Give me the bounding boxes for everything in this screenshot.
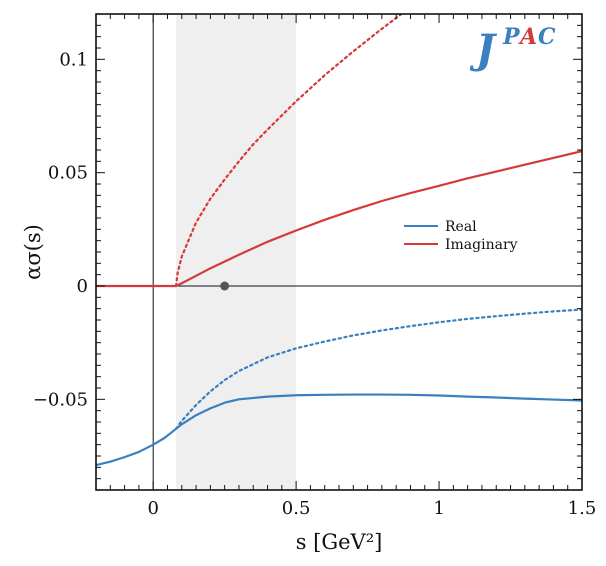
x-tick-label: 1 [433, 498, 444, 519]
y-axis-label: ασ(s) [21, 224, 45, 280]
y-tick-label: 0.1 [59, 49, 88, 70]
y-tick-label: 0.05 [48, 163, 88, 184]
shaded-region [176, 14, 297, 490]
legend-label-real: Real [445, 219, 477, 235]
plot-frame [95, 13, 583, 491]
series-imaginary-dotted [174, 14, 404, 288]
svg-text:C: C [538, 24, 556, 50]
x-tick-label: 1.5 [568, 498, 597, 519]
series-imaginary-solid [96, 150, 582, 288]
y-tick-label: 0 [77, 276, 88, 297]
y-tick-label: −0.05 [33, 389, 88, 410]
svg-text:J: J [469, 26, 498, 73]
marker-point [220, 281, 230, 291]
x-axis-label: s [GeV²] [296, 530, 383, 554]
series-real-solid [96, 393, 582, 467]
x-tick-label: 0 [147, 498, 158, 519]
series-real-dotted [174, 308, 582, 430]
svg-text:P: P [502, 24, 521, 50]
x-tick-label: 0.5 [282, 498, 311, 519]
legend: Real Imaginary [404, 219, 518, 253]
svg-text:A: A [518, 24, 537, 50]
jpac-logo: J P A C [469, 24, 556, 73]
legend-label-imaginary: Imaginary [445, 237, 518, 253]
